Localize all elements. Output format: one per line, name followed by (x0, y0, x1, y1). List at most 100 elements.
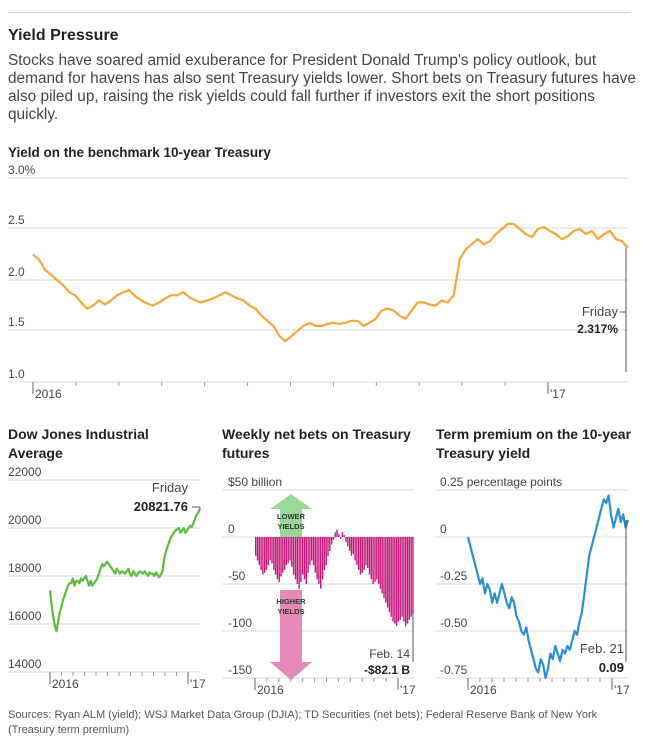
premium-series-line (466, 494, 630, 680)
bets-bar (258, 537, 261, 566)
bets-bar (339, 537, 342, 539)
bets-bar (388, 537, 391, 613)
higher-yields-label: HIGHER (276, 597, 306, 606)
bets-bar (377, 537, 380, 584)
bets-bar (318, 537, 320, 584)
bets-bar (307, 537, 309, 573)
bets-chart-title: Weekly net bets on Treasury futures (222, 426, 411, 461)
bets-bar (282, 537, 284, 573)
bets-bar (370, 537, 373, 580)
bets-bar (392, 537, 394, 622)
bets-bar (345, 537, 347, 542)
bets-bar (374, 537, 376, 583)
djia-chart-title: Dow Jones Industrial Average (8, 426, 149, 461)
bets-bar (278, 537, 280, 583)
yield-y-tick-label: 1.0 (8, 367, 25, 381)
bets-annotation-label: Feb. 14 (369, 647, 410, 661)
bets-bar (320, 537, 322, 589)
bets-bar (352, 537, 355, 554)
bets-bar (303, 537, 306, 580)
bets-bar (323, 537, 326, 570)
bets-bar (365, 537, 367, 566)
djia-y-tick-label: 16000 (8, 609, 42, 623)
bets-bar (332, 537, 335, 540)
premium-annotation-label: Feb. 21 (580, 641, 624, 656)
lower-yields-arrow (270, 494, 312, 537)
lower-yields-label: LOWER (277, 512, 305, 521)
yield-annotation-value: 2.317% (577, 322, 618, 336)
djia-annotation-label: Friday (152, 480, 189, 495)
bets-bar (271, 537, 273, 564)
premium-y-tick-label: 0.25 percentage points (440, 475, 562, 489)
bets-bar (311, 537, 313, 561)
yield-x-label: '17 (550, 387, 566, 401)
bets-bar (309, 537, 311, 566)
premium-y-tick-label: -0.25 (440, 569, 468, 583)
bets-bar (405, 537, 407, 627)
djia-series-line (48, 507, 202, 633)
bets-x-label: '17 (400, 683, 416, 697)
bets-bar (367, 537, 369, 568)
yield-x-label: 2016 (35, 387, 62, 401)
bets-bar (350, 537, 353, 556)
charts-canvas: 3.0% 2.5 2.0 1.5 1.0 2016 '17 Friday 2.317% 22000… (8, 163, 630, 697)
yield-series-line (32, 222, 629, 343)
bets-bar (361, 537, 364, 573)
bets-bar (412, 537, 414, 615)
lower-yields-label: YIELDS (277, 522, 304, 531)
sources-note: Sources: Ryan ALM (yield); WSJ Market Da… (8, 709, 598, 736)
bets-bar (265, 537, 268, 570)
djia-annotation-value: 20821.76 (134, 499, 188, 514)
bets-bar (302, 537, 304, 575)
bets-bar (262, 537, 264, 575)
bets-bar (334, 532, 336, 537)
yield-annotation-label: Friday (582, 304, 619, 319)
bets-bar (385, 537, 387, 603)
djia-y-tick-label: 14000 (8, 657, 42, 671)
yield-y-tick-label: 3.0% (8, 163, 36, 177)
bets-bar (283, 537, 286, 570)
bets-bar (395, 537, 398, 627)
premium-chart-title: Term premium on the 10-year Treasury yie… (436, 426, 632, 461)
djia-x-label: 2016 (52, 677, 79, 691)
bets-bar (255, 537, 257, 556)
premium-annotation-value: 0.09 (599, 660, 624, 675)
bets-bar (276, 537, 279, 580)
bets-y-tick-label: 0 (228, 522, 235, 536)
bets-bar (410, 537, 412, 617)
bets-bar (267, 537, 270, 566)
headline: Yield Pressure (8, 27, 119, 44)
higher-yields-arrow (270, 590, 312, 680)
bets-bar (294, 537, 297, 580)
yield-y-tick-label: 2.0 (8, 265, 25, 279)
bets-bar (379, 537, 382, 589)
bets-bar (287, 537, 289, 564)
bets-bar (376, 537, 378, 580)
bets-bar (298, 537, 300, 589)
premium-x-label: 2016 (470, 683, 497, 697)
bets-bar (359, 537, 362, 575)
bets-bar (349, 537, 351, 552)
bets-bar (329, 537, 331, 552)
bets-y-tick-label: -150 (228, 663, 252, 677)
bets-bar (372, 537, 374, 584)
bets-bar (300, 537, 302, 583)
bets-bar (264, 537, 266, 573)
bets-bar (305, 537, 308, 584)
bets-bar (312, 537, 315, 566)
bets-bar (314, 537, 317, 573)
bets-bar (285, 537, 288, 566)
bets-bar (356, 537, 358, 566)
bets-bar (292, 537, 295, 575)
premium-y-tick-label: 0 (440, 522, 447, 536)
bets-bar (280, 537, 282, 577)
bets-bar (394, 537, 396, 624)
bets-bar (386, 537, 389, 608)
bets-bar (397, 537, 400, 622)
premium-x-label: '17 (614, 683, 630, 697)
bets-bar (336, 529, 338, 537)
bets-bar (363, 537, 365, 570)
bets-x-label: 2016 (257, 683, 284, 697)
premium-y-tick-label: -0.75 (440, 663, 468, 677)
higher-yields-label: YIELDS (277, 607, 304, 616)
